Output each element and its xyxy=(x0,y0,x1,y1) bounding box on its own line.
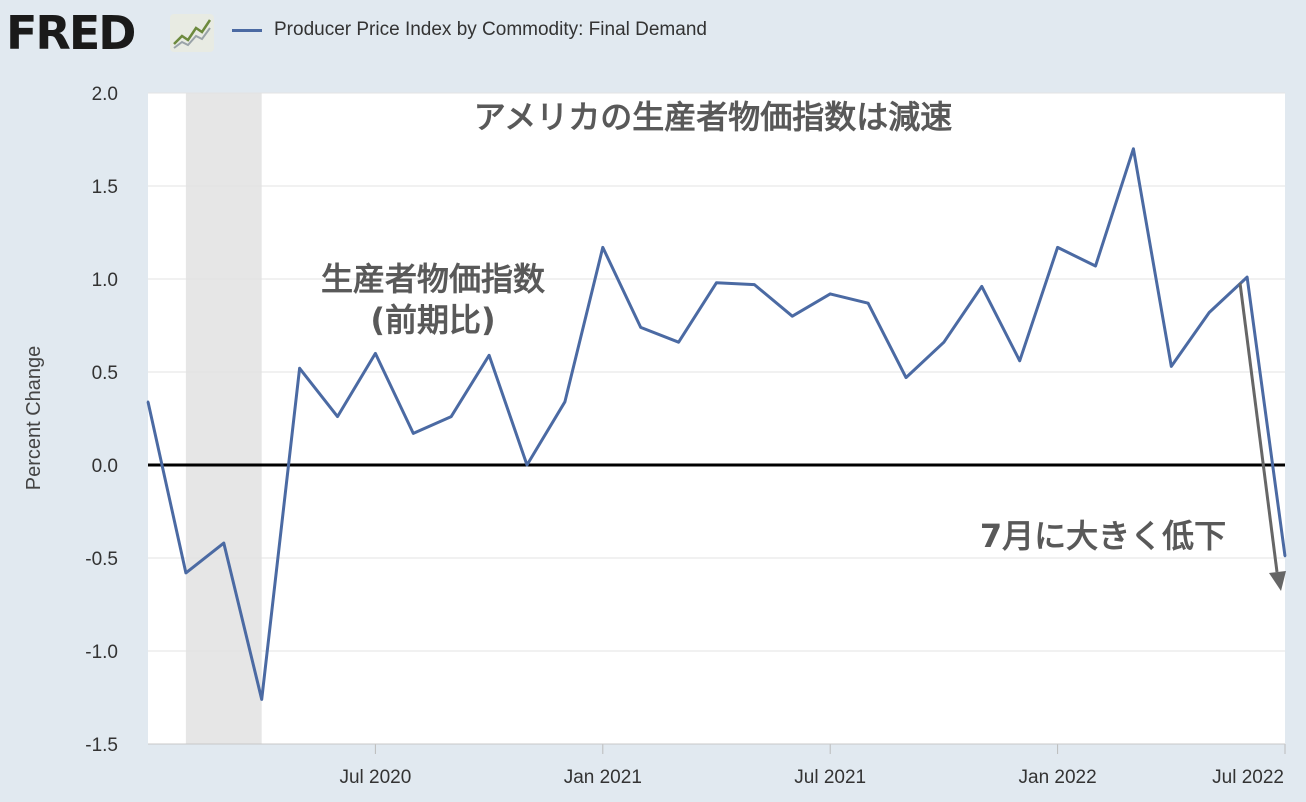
x-tick-label: Jul 2020 xyxy=(339,767,411,788)
data-point xyxy=(1208,311,1211,314)
data-point xyxy=(563,400,567,403)
data-point xyxy=(677,341,680,344)
annotation-drop-note: 7月に大きく低下 xyxy=(980,517,1226,555)
data-point xyxy=(791,315,794,318)
data-point xyxy=(942,341,946,344)
annotation-title: アメリカの生産者物価指数は減速 xyxy=(474,98,952,136)
annotation-arrow-head xyxy=(1269,571,1286,591)
y-tick-label: 0.0 xyxy=(92,456,118,477)
data-point xyxy=(639,326,642,329)
data-point xyxy=(1018,359,1021,363)
y-tick-label: 0.5 xyxy=(92,363,118,384)
data-point xyxy=(146,400,150,403)
data-point xyxy=(866,301,870,305)
data-point xyxy=(601,246,604,249)
annotation-series-line2: (前期比) xyxy=(370,301,495,339)
recession-shading-group xyxy=(185,93,262,744)
recession-shading xyxy=(185,93,262,744)
x-tick-label: Jan 2022 xyxy=(1019,767,1097,788)
data-point xyxy=(753,283,756,286)
y-tick-labels: -1.5 -1.0 -0.5 0.0 0.5 1.0 1.5 2.0 xyxy=(85,84,118,756)
data-point xyxy=(1094,264,1097,268)
data-point xyxy=(1283,554,1287,558)
y-tick-label: 1.5 xyxy=(92,177,118,198)
data-point xyxy=(487,354,491,357)
data-point xyxy=(260,698,263,701)
legend-label[interactable]: Producer Price Index by Commodity: Final… xyxy=(274,19,707,40)
fred-chart-icon xyxy=(170,14,214,52)
data-point xyxy=(450,415,453,418)
data-point xyxy=(904,376,908,379)
y-tick-label: 1.0 xyxy=(92,270,118,291)
data-point xyxy=(336,415,339,418)
fred-logo[interactable]: FRED xyxy=(6,6,136,60)
y-tick-label: -1.5 xyxy=(85,735,118,756)
data-point xyxy=(1170,365,1173,368)
data-point xyxy=(222,541,225,545)
annotation-series-line1: 生産者物価指数 xyxy=(321,260,546,298)
data-point xyxy=(715,281,718,284)
data-point xyxy=(374,352,377,355)
data-point xyxy=(525,463,529,467)
chart-header: FRED Producer Price Index by Commodity: … xyxy=(0,0,1306,70)
x-tick-label: Jul 2022 xyxy=(1212,767,1284,788)
data-point xyxy=(980,285,983,288)
data-point xyxy=(184,571,188,575)
x-tick-labels: Jul 2020 Jan 2021 Jul 2021 Jan 2022 Jul 2022 xyxy=(339,744,1286,788)
y-tick-label: 2.0 xyxy=(92,84,118,105)
legend: Producer Price Index by Commodity: Final… xyxy=(232,19,707,41)
gridlines xyxy=(148,92,1285,652)
y-axis-title: Percent Change xyxy=(23,346,45,491)
data-point xyxy=(1245,275,1249,279)
y-tick-label: -1.0 xyxy=(85,642,118,663)
data-point xyxy=(412,432,415,435)
plot-area xyxy=(148,93,1285,744)
x-tick-label: Jul 2021 xyxy=(794,767,866,788)
data-point xyxy=(1056,246,1059,249)
legend-swatch xyxy=(232,28,262,32)
data-point xyxy=(829,292,832,296)
annotations-group: アメリカの生産者物価指数は減速 生産者物価指数 (前期比) 7月に大きく低下 xyxy=(321,98,1286,591)
data-point xyxy=(1132,147,1135,150)
y-tick-label: -0.5 xyxy=(85,549,118,570)
data-point xyxy=(298,367,301,370)
x-tick-label: Jan 2021 xyxy=(564,767,642,788)
series-group xyxy=(146,147,1287,701)
annotation-arrow xyxy=(1238,282,1279,573)
